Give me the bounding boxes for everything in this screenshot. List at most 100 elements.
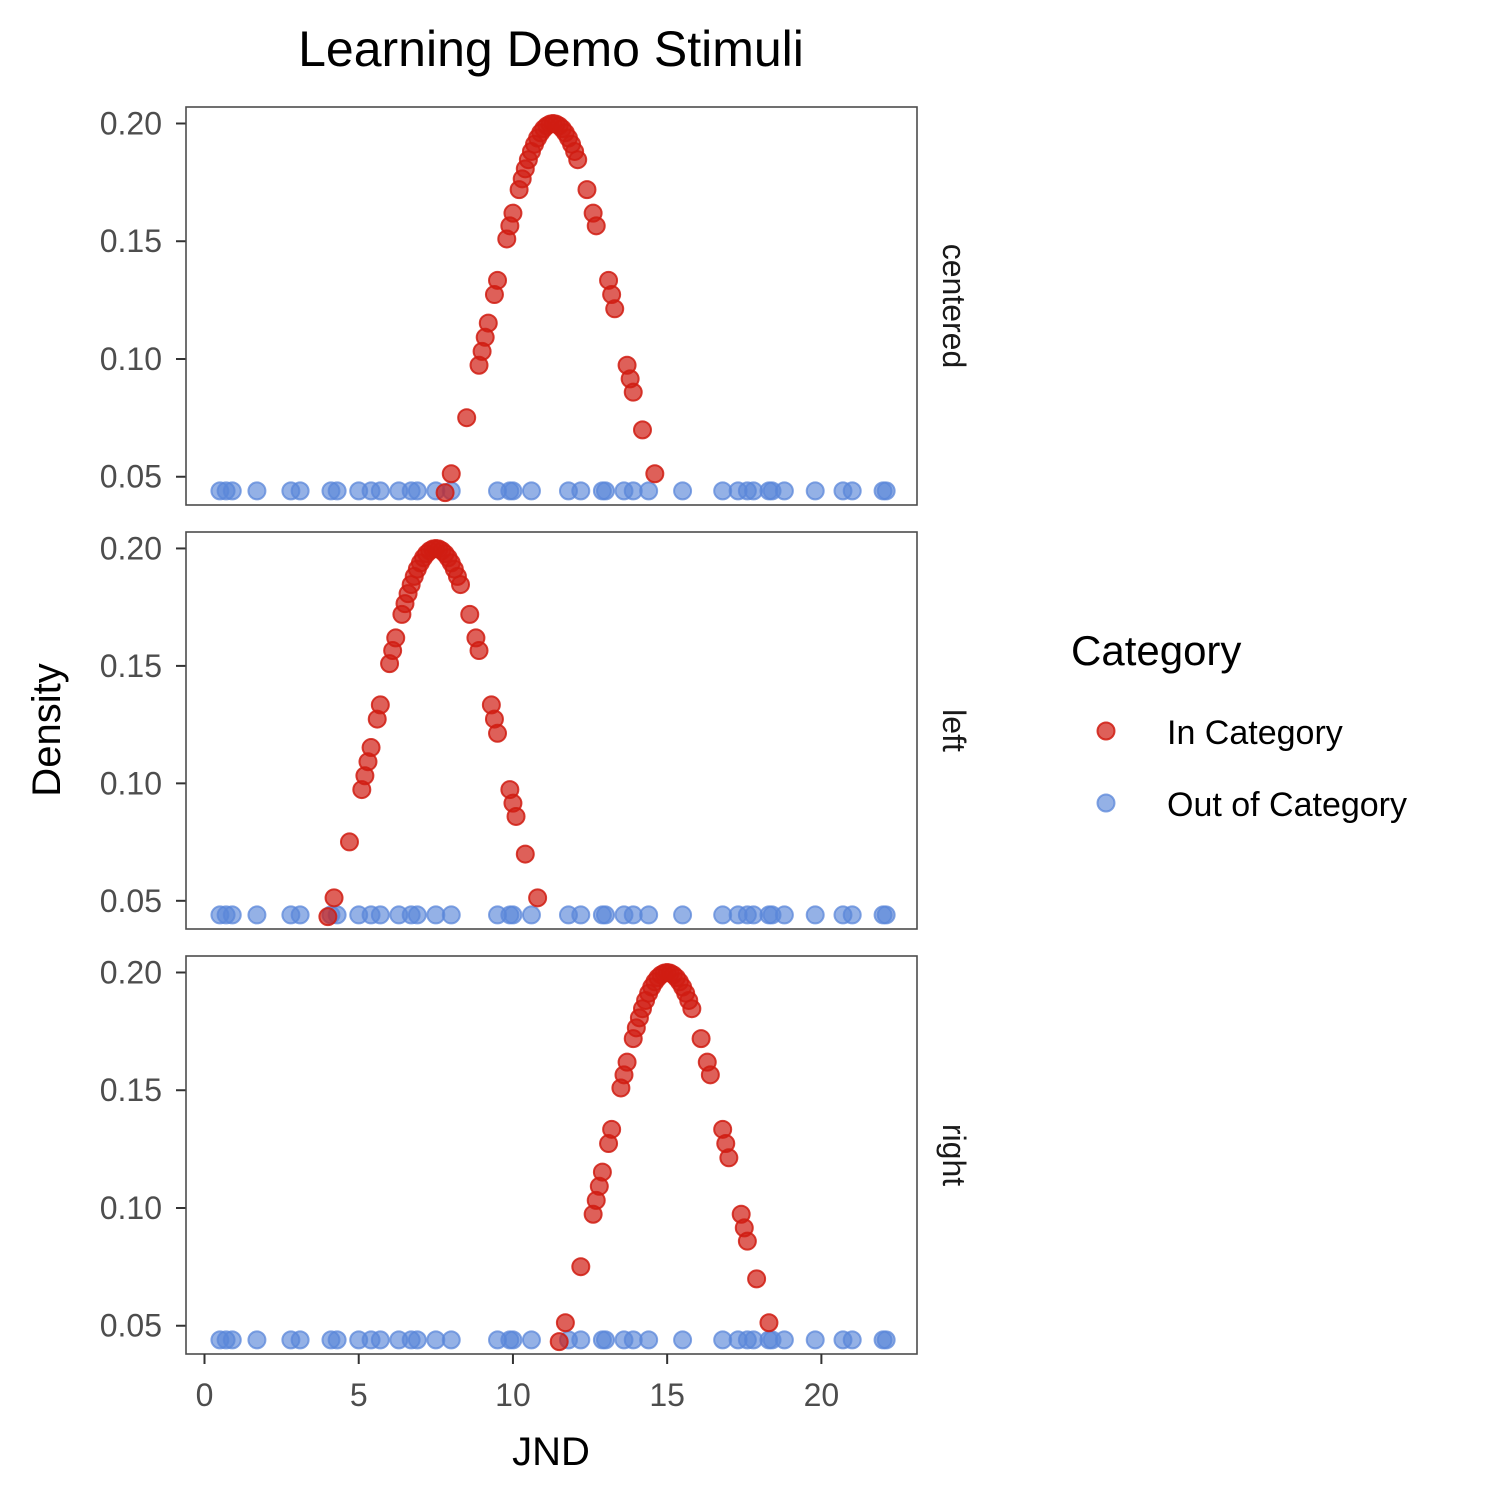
y-tick-label: 0.05: [100, 459, 162, 495]
point-in-category: [478, 313, 498, 333]
legend-label-out-of-category: Out of Category: [1167, 786, 1407, 824]
point-out-of-category: [521, 481, 541, 501]
x-tick-label: 5: [350, 1377, 368, 1413]
point-in-category: [759, 1313, 779, 1333]
point-out-of-category: [876, 905, 896, 925]
point-in-category: [435, 483, 455, 503]
point-in-category: [324, 888, 344, 908]
point-in-category: [682, 999, 702, 1019]
point-out-of-category: [639, 1330, 659, 1350]
point-out-of-category: [842, 1330, 862, 1350]
point-in-category: [503, 203, 523, 223]
point-out-of-category: [370, 481, 390, 501]
point-out-of-category: [441, 1330, 461, 1350]
point-in-category: [623, 382, 643, 402]
panel-background: [186, 107, 917, 505]
y-tick-label: 0.10: [100, 1190, 162, 1226]
point-out-of-category: [290, 1330, 310, 1350]
y-tick-label: 0.10: [100, 765, 162, 801]
point-out-of-category: [441, 905, 461, 925]
point-out-of-category: [595, 481, 615, 501]
point-out-of-category: [407, 1330, 427, 1350]
point-in-category: [577, 180, 597, 200]
point-in-category: [645, 464, 665, 484]
point-out-of-category: [673, 1330, 693, 1350]
point-out-of-category: [774, 1330, 794, 1350]
point-in-category: [469, 641, 489, 661]
y-axis-title: Density: [25, 663, 69, 796]
point-out-of-category: [876, 481, 896, 501]
point-out-of-category: [639, 905, 659, 925]
y-tick-label: 0.20: [100, 530, 162, 566]
y-tick-label: 0.10: [100, 341, 162, 377]
chart-title: Learning Demo Stimuli: [298, 21, 804, 77]
point-in-category: [555, 1313, 575, 1333]
point-out-of-category: [222, 1330, 242, 1350]
x-tick-label: 10: [495, 1377, 531, 1413]
point-out-of-category: [521, 1330, 541, 1350]
x-tick-label: 0: [196, 1377, 214, 1413]
point-in-category: [586, 216, 606, 236]
point-in-category: [506, 806, 526, 826]
facet-right: 0.05 0.10 0.15 0.20 right: [100, 954, 972, 1355]
point-in-category: [361, 738, 381, 758]
point-in-category: [488, 270, 508, 290]
point-in-category: [719, 1148, 739, 1168]
y-tick-label: 0.15: [100, 223, 162, 259]
point-in-category: [488, 723, 508, 743]
point-out-of-category: [503, 481, 523, 501]
point-out-of-category: [327, 1330, 347, 1350]
point-out-of-category: [407, 481, 427, 501]
facet-strip-label: centered: [936, 244, 972, 369]
panel-border: [185, 531, 918, 930]
point-in-category: [700, 1065, 720, 1085]
facets: 0.05 0.10 0.15 0.20 centered 0.05 0.10 0.15 0.20…: [100, 105, 972, 1355]
x-axis-title: JND: [512, 1430, 590, 1474]
point-in-category: [370, 695, 390, 715]
facet-centered: 0.05 0.10 0.15 0.20 centered: [100, 105, 972, 506]
point-in-category: [632, 420, 652, 440]
point-in-category: [386, 628, 406, 648]
point-out-of-category: [327, 481, 347, 501]
point-in-category: [318, 907, 338, 927]
point-in-category: [549, 1332, 569, 1352]
facet-left: 0.05 0.10 0.15 0.20 left: [100, 530, 972, 930]
point-in-category: [460, 604, 480, 624]
point-out-of-category: [247, 905, 267, 925]
y-tick-label: 0.15: [100, 648, 162, 684]
point-out-of-category: [503, 905, 523, 925]
point-out-of-category: [222, 481, 242, 501]
point-in-category: [605, 299, 625, 319]
point-out-of-category: [290, 905, 310, 925]
point-out-of-category: [842, 481, 862, 501]
panel-border: [185, 955, 918, 1355]
point-in-category: [592, 1162, 612, 1182]
point-out-of-category: [222, 905, 242, 925]
point-in-category: [515, 844, 535, 864]
point-in-category: [457, 408, 477, 428]
point-in-category: [441, 464, 461, 484]
point-out-of-category: [290, 481, 310, 501]
point-in-category: [528, 888, 548, 908]
point-out-of-category: [247, 481, 267, 501]
y-tick-label: 0.05: [100, 1308, 162, 1344]
point-in-category: [747, 1269, 767, 1289]
legend-key-in-category: [1096, 721, 1116, 741]
panel-background: [186, 532, 917, 929]
point-out-of-category: [673, 905, 693, 925]
legend-key-out-of-category: [1096, 793, 1116, 813]
y-tick-label: 0.15: [100, 1072, 162, 1108]
y-tick-label: 0.20: [100, 954, 162, 990]
point-out-of-category: [571, 1330, 591, 1350]
facet-strip-label: left: [936, 709, 972, 752]
point-out-of-category: [247, 1330, 267, 1350]
x-tick-label: 15: [649, 1377, 685, 1413]
y-tick-label: 0.20: [100, 105, 162, 141]
x-tick-label: 20: [804, 1377, 840, 1413]
point-out-of-category: [805, 905, 825, 925]
point-in-category: [737, 1231, 757, 1251]
legend-label-in-category: In Category: [1167, 714, 1343, 752]
point-in-category: [571, 1257, 591, 1277]
point-out-of-category: [370, 905, 390, 925]
